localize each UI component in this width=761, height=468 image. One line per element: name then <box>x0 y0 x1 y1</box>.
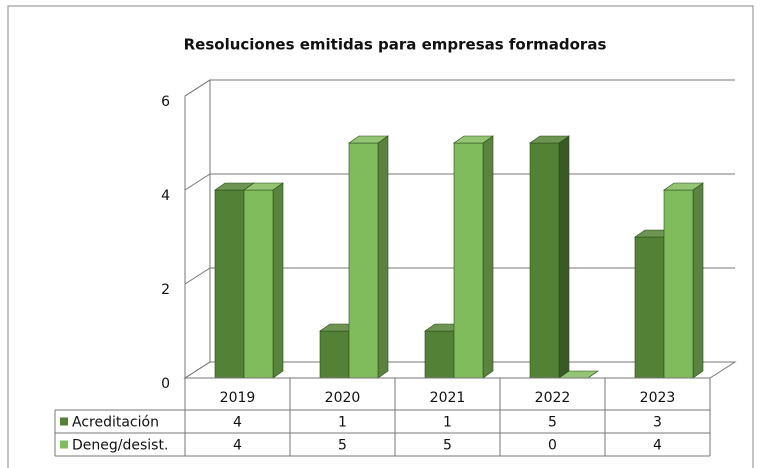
bar-side <box>272 182 284 379</box>
bar-side <box>377 135 389 379</box>
y-tick-label: 6 <box>161 94 170 110</box>
bar-front <box>634 236 665 379</box>
bar-side <box>692 182 704 379</box>
bar-top <box>243 182 284 191</box>
bar-front <box>319 330 350 379</box>
bar-front <box>424 330 455 379</box>
table-value: 5 <box>443 438 452 454</box>
bar-front <box>453 142 484 379</box>
table-value: 4 <box>233 438 242 454</box>
table-value: 5 <box>338 438 347 454</box>
bar-front <box>529 142 560 379</box>
bar-front <box>348 142 379 379</box>
table-value: 3 <box>653 415 662 431</box>
table-value: 4 <box>233 415 242 431</box>
bar-top <box>529 135 570 144</box>
chart-title: Resoluciones emitidas para empresas form… <box>184 36 607 54</box>
table-value: 5 <box>548 415 557 431</box>
table-value: 4 <box>653 438 662 454</box>
legend-label: Deneg/desist. <box>72 438 168 454</box>
bar-front <box>663 189 694 379</box>
x-tick-label: 2022 <box>535 390 571 406</box>
bar-top <box>453 135 494 144</box>
x-tick-label: 2021 <box>430 390 466 406</box>
table-value: 1 <box>443 415 452 431</box>
legend-key <box>60 440 68 449</box>
bar <box>529 135 570 379</box>
bar <box>243 182 284 379</box>
bar <box>348 135 389 379</box>
bar-front <box>243 189 274 379</box>
bar <box>663 182 704 379</box>
legend-key <box>60 417 68 426</box>
table-value: 0 <box>548 438 557 454</box>
x-tick-label: 2019 <box>220 390 256 406</box>
bar <box>453 135 494 379</box>
y-tick-label: 4 <box>161 188 170 204</box>
table-value: 1 <box>338 415 347 431</box>
bar-side <box>482 135 494 379</box>
bar-top <box>663 182 704 191</box>
side-wall <box>184 79 211 378</box>
grid-line <box>184 79 735 97</box>
bar-side <box>558 135 570 379</box>
bar-front <box>214 189 245 379</box>
x-tick-label: 2023 <box>640 390 676 406</box>
chart-frame <box>7 5 754 468</box>
x-tick-label: 2020 <box>325 390 361 406</box>
legend-label: Acreditación <box>72 415 159 431</box>
bar-top <box>348 135 389 144</box>
y-tick-label: 2 <box>161 282 170 298</box>
y-tick-label: 0 <box>161 376 170 392</box>
